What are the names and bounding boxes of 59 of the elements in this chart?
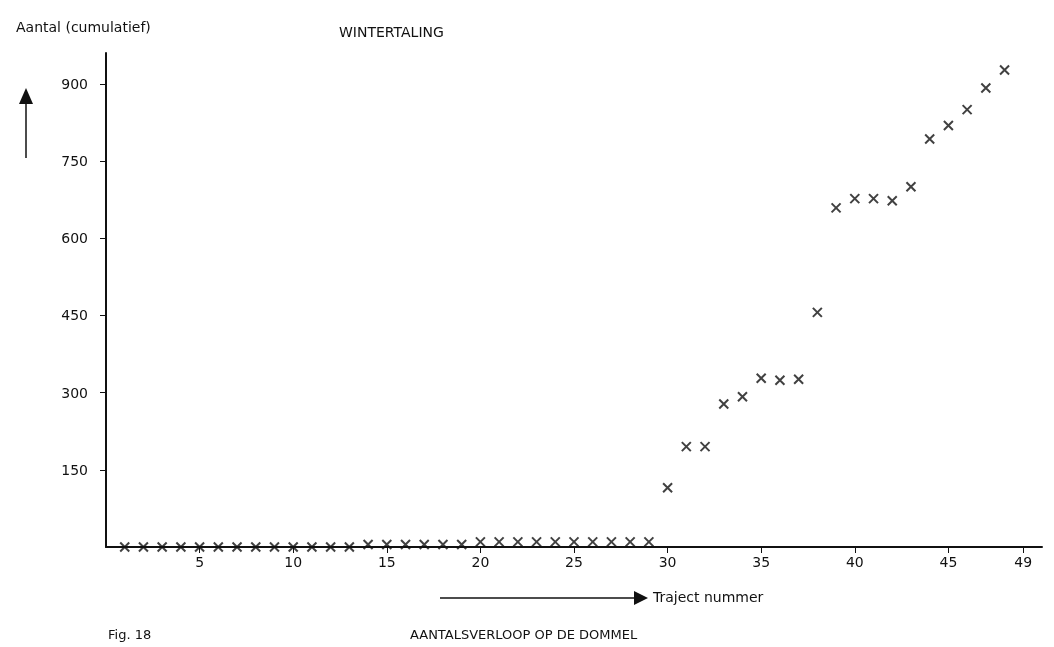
point [212, 541, 224, 553]
point [718, 398, 730, 410]
point [999, 64, 1011, 76]
point [381, 538, 393, 550]
y-axis-title: Aantal (cumulatief) [16, 19, 151, 35]
y-tick-label: 750 [61, 153, 88, 170]
point [306, 541, 318, 553]
point [961, 104, 973, 116]
point [325, 541, 337, 553]
x-tick-label: 5 [195, 554, 205, 570]
chart-title: WINTERTALING [339, 24, 444, 40]
point [418, 538, 430, 550]
point [231, 541, 243, 553]
point [268, 541, 280, 553]
point [868, 193, 880, 205]
point [774, 374, 786, 386]
y-tick-label: 600 [61, 230, 88, 247]
x-tick-label: 40 [845, 554, 864, 570]
point [194, 541, 206, 553]
x-tick-label: 20 [471, 554, 490, 570]
y-tick-label: 450 [61, 307, 88, 324]
point [680, 441, 692, 453]
point [755, 372, 767, 384]
point [811, 306, 823, 318]
caption: Fig. 18 [108, 627, 152, 642]
point [250, 541, 262, 553]
point [156, 541, 168, 553]
point [343, 541, 355, 553]
x-axis-title: Traject nummer [652, 589, 764, 605]
point [905, 181, 917, 193]
point [456, 538, 468, 550]
x-tick-label: 35 [752, 554, 771, 570]
point [886, 195, 898, 207]
point [924, 133, 936, 145]
point [849, 193, 861, 205]
point [699, 441, 711, 453]
point [437, 538, 449, 550]
y-tick-label: 900 [61, 75, 88, 92]
point [137, 541, 149, 553]
point [362, 538, 374, 550]
point [980, 82, 992, 94]
point [119, 541, 131, 553]
x-tick-label: 49 [1014, 554, 1033, 570]
x-tick-label: 10 [284, 554, 303, 570]
point [175, 541, 187, 553]
y-tick-label: 300 [61, 384, 88, 401]
point [793, 373, 805, 385]
x-tick-label: 15 [377, 554, 396, 570]
point [400, 538, 412, 550]
point [830, 202, 842, 214]
point [662, 482, 674, 494]
y-tick-label: 150 [61, 461, 88, 478]
text: AANTALSVERLOOP OP DE DOMMEL [410, 627, 638, 642]
x-tick-label: 30 [658, 554, 677, 570]
x-tick-label: 45 [939, 554, 958, 570]
point [287, 541, 299, 553]
point [736, 391, 748, 403]
point [942, 120, 954, 132]
x-tick-label: 25 [565, 554, 583, 570]
